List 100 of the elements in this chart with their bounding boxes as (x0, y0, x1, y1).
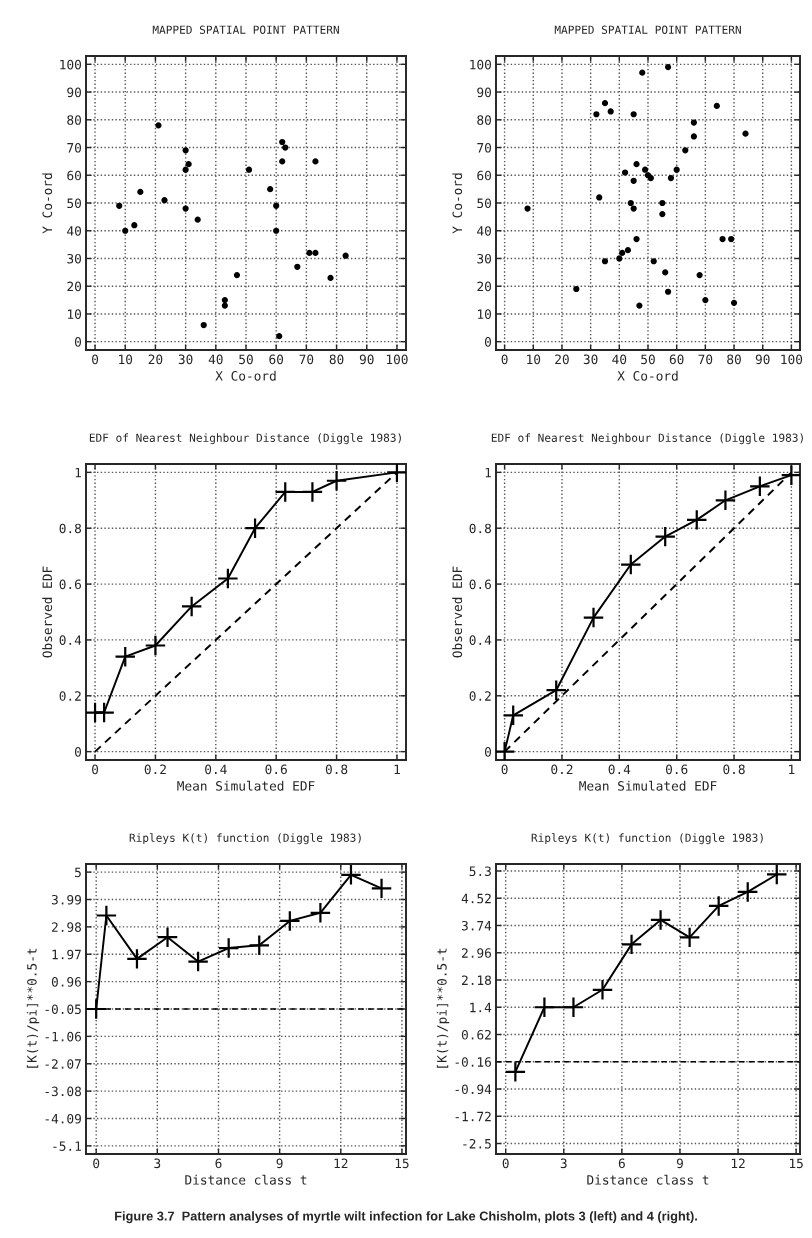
point (545, 679, 568, 702)
point (649, 909, 672, 931)
point (601, 100, 609, 107)
point (185, 161, 192, 168)
point (690, 119, 697, 126)
point (233, 272, 241, 279)
point (342, 252, 349, 259)
point (730, 299, 738, 306)
point (126, 948, 148, 970)
point (582, 606, 605, 629)
point (502, 704, 525, 727)
point (719, 235, 726, 243)
point (182, 166, 189, 173)
point (616, 255, 623, 262)
point (221, 296, 228, 304)
point (217, 567, 239, 590)
point (624, 247, 632, 254)
point (659, 210, 666, 218)
point (309, 901, 332, 924)
point (274, 481, 297, 503)
point (327, 274, 334, 281)
point (667, 174, 675, 182)
point (742, 130, 749, 137)
point (301, 481, 324, 503)
point (200, 321, 207, 329)
point (678, 926, 701, 949)
point (662, 269, 669, 276)
point (633, 235, 640, 243)
point (267, 186, 274, 193)
point (194, 216, 201, 223)
point (156, 926, 179, 949)
point (627, 199, 634, 207)
point (217, 937, 240, 959)
point (642, 166, 649, 173)
point (621, 169, 629, 176)
point (607, 108, 614, 115)
point (131, 222, 138, 229)
point (630, 111, 637, 118)
point (276, 333, 283, 340)
point (116, 202, 123, 209)
point (749, 475, 771, 498)
point (180, 595, 203, 618)
point (386, 464, 406, 484)
point (664, 63, 672, 71)
point (593, 111, 600, 118)
point (702, 296, 709, 304)
point (654, 525, 677, 548)
point (144, 634, 167, 657)
point (325, 469, 348, 492)
point (685, 509, 708, 531)
point (182, 205, 189, 212)
point (619, 553, 642, 576)
point (524, 205, 531, 212)
point (659, 199, 666, 207)
point (86, 998, 108, 1020)
point (573, 285, 580, 293)
point (504, 1061, 527, 1083)
point (780, 464, 800, 486)
point (279, 138, 286, 146)
point (273, 227, 280, 234)
point (633, 161, 640, 168)
point (765, 864, 788, 886)
point (664, 288, 672, 295)
point (161, 197, 168, 204)
point (496, 740, 516, 760)
point (713, 102, 720, 110)
point (279, 158, 286, 165)
point (306, 249, 313, 257)
point (736, 881, 759, 903)
point (137, 188, 144, 196)
point (619, 249, 626, 257)
point (278, 910, 301, 932)
point (122, 227, 129, 234)
point (591, 978, 614, 1001)
point (294, 263, 301, 270)
point (221, 302, 228, 309)
point (707, 895, 730, 917)
point (639, 69, 646, 76)
point (682, 147, 689, 154)
point (714, 489, 737, 512)
point (696, 272, 703, 279)
point (182, 147, 189, 154)
point (562, 996, 585, 1019)
point (245, 166, 253, 173)
point (248, 934, 271, 957)
point (95, 904, 118, 927)
point (728, 235, 735, 243)
point (630, 177, 637, 184)
point (370, 877, 393, 900)
point (155, 122, 162, 129)
point (282, 144, 289, 151)
point (601, 258, 609, 265)
point (690, 133, 697, 140)
point (630, 205, 637, 212)
point (673, 166, 680, 173)
point (650, 258, 657, 265)
point (312, 158, 319, 165)
point (244, 517, 266, 540)
point (273, 202, 280, 209)
point (533, 996, 556, 1019)
